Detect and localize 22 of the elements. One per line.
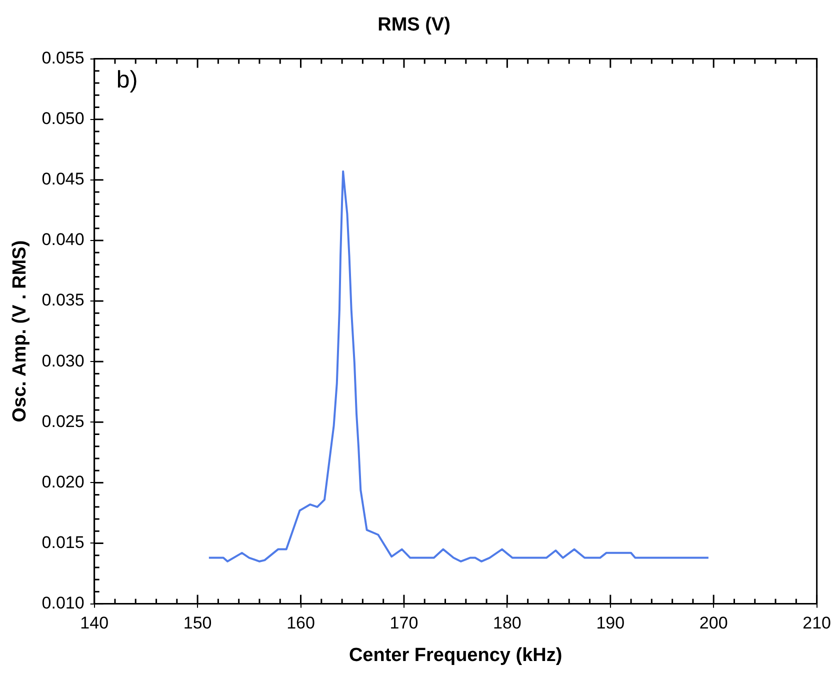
y-tick-label: 0.010 <box>42 593 84 612</box>
y-tick-label: 0.025 <box>42 412 84 431</box>
annotation: b) <box>116 66 138 94</box>
y-tick-label: 0.040 <box>42 230 84 250</box>
y-tick-label: 0.050 <box>42 109 84 128</box>
y-axis-title: Osc. Amp. (V . RMS) <box>10 240 31 422</box>
y-tick-label: 0.030 <box>42 351 84 370</box>
x-tick-label: 170 <box>390 614 418 633</box>
x-tick-label: 160 <box>286 614 315 633</box>
x-axis-title: Center Frequency (kHz) <box>348 644 562 666</box>
x-tick-label: 180 <box>493 614 522 633</box>
y-tick-label: 0.045 <box>42 170 84 189</box>
y-tick-label: 0.020 <box>42 472 84 492</box>
y-tick-label: 0.035 <box>42 290 84 310</box>
x-tick-label: 140 <box>80 614 109 633</box>
y-tick-label: 0.015 <box>42 532 84 552</box>
y-tick-label: 0.055 <box>42 48 84 68</box>
chart-title: RMS (V) <box>378 14 450 36</box>
x-tick-label: 190 <box>596 614 625 633</box>
x-tick-label: 200 <box>699 614 728 633</box>
x-tick-label: 210 <box>802 614 832 633</box>
x-tick-label: 150 <box>183 614 212 633</box>
